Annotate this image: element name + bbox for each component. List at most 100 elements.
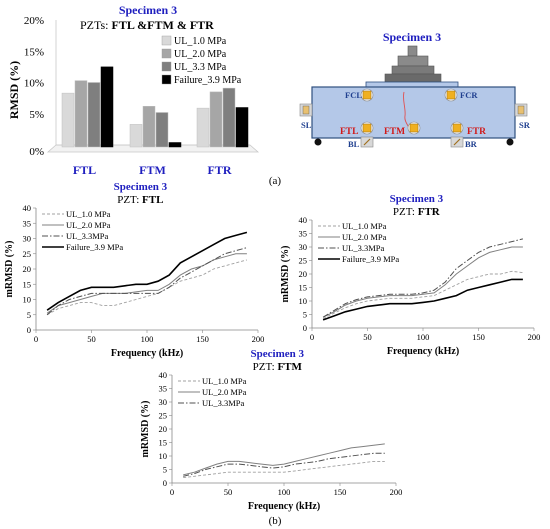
bar-ytick-label: 10%	[24, 78, 44, 90]
bar-ftm-0	[129, 124, 143, 148]
ftl-ytick-label: 30	[23, 234, 32, 244]
ftl-series-line	[46, 259, 248, 316]
pzt-fcl	[360, 88, 374, 102]
pzt-ftr	[450, 121, 464, 135]
ftm-xlabel: Frequency (kHz)	[248, 501, 320, 512]
bar-chart-categories: FTL FTM FTR	[73, 163, 232, 177]
label-ftm: FTM	[384, 127, 405, 137]
ftl-xtick-label: 50	[87, 334, 96, 344]
ftr-legend-label: UL_2.0 MPa	[342, 232, 387, 242]
bar-ftr-2	[222, 87, 236, 148]
ftr-legend-label: UL_1.0 MPa	[342, 221, 387, 231]
label-fcr: FCR	[460, 90, 478, 100]
ftl-legend-label: UL_2.0 MPa	[66, 220, 111, 230]
ftl-chart-subtitle: PZT: FTL	[117, 194, 163, 206]
ftr-series-line	[322, 246, 523, 318]
bar-ytick-label: 20%	[24, 15, 44, 27]
ftm-ylabel: mRMSD (%)	[140, 401, 151, 458]
bar-ytick-label: 0%	[29, 146, 44, 158]
ftm-legend-label: UL_3.3MPa	[202, 398, 244, 408]
ftr-ytick-label: 5	[303, 310, 307, 320]
ftl-subtitle-prefix: PZT:	[117, 194, 142, 206]
bar-chart-bars	[61, 66, 249, 148]
bar-ftl-0	[61, 92, 75, 148]
bar-ftl-1	[74, 80, 88, 148]
ftm-ytick-label: 20	[159, 424, 168, 434]
label-ftl: FTL	[340, 127, 358, 137]
bar-category-label: FTM	[139, 163, 166, 177]
pzt-fcr	[444, 88, 458, 102]
bar-ftr-0	[196, 107, 210, 148]
label-ftr: FTR	[467, 127, 486, 137]
ftr-series-line	[322, 278, 523, 321]
bar-chart-subtitle-prefix: PZTs:	[80, 18, 112, 32]
ftr-legend-label: Failure_3.9 MPa	[342, 254, 399, 264]
ftm-xtick-label: 50	[224, 487, 233, 497]
ftr-xtick-label: 150	[472, 332, 485, 342]
legend-label: Failure_3.9 MPa	[174, 75, 242, 86]
ftr-series-line	[322, 238, 524, 318]
label-sl: SL	[301, 120, 312, 130]
bar-chart-ylabel: RMSD (%)	[7, 61, 21, 119]
ftm-ytick-label: 25	[159, 411, 168, 421]
pzt-br-mark	[453, 138, 461, 146]
ftr-chart-title: Specimen 3	[390, 193, 444, 205]
ftr-ytick-label: 25	[299, 256, 308, 266]
bar-ytick-label: 5%	[29, 109, 44, 121]
legend-label: UL_2.0 MPa	[174, 49, 227, 60]
bar-chart-subtitle: PZTs: FTL &FTM & FTR	[80, 18, 214, 32]
bar-chart-title: Specimen 3	[119, 3, 177, 17]
ftr-series-line	[322, 270, 523, 320]
ftm-subtitle-prefix: PZT:	[253, 361, 278, 373]
label-fcl: FCL	[345, 90, 362, 100]
ftm-legend-label: UL_1.0 MPa	[202, 376, 247, 386]
ftl-series-line	[46, 231, 248, 311]
ftr-xlabel: Frequency (kHz)	[387, 346, 459, 357]
ftm-ytick-label: 15	[159, 438, 168, 448]
legend-label: UL_1.0 MPa	[174, 36, 227, 47]
ftr-ytick-label: 0	[303, 323, 307, 333]
ftr-ytick-label: 15	[299, 283, 308, 293]
ftl-ytick-label: 20	[23, 264, 32, 274]
ftm-ytick-label: 35	[159, 384, 168, 394]
caption-b: (b)	[269, 515, 282, 527]
ftl-subtitle-pzt: FTL	[142, 194, 163, 206]
bar-chart-yticks: 0% 5% 10% 15% 20%	[24, 15, 44, 158]
bar-ytick-label: 15%	[24, 46, 44, 58]
ftl-legend-label: UL_3.3MPa	[66, 231, 108, 241]
ftm-series-line	[183, 452, 385, 477]
bar-ftm-3	[168, 142, 182, 148]
ftl-legend-label: Failure_3.9 MPa	[66, 242, 123, 252]
ftr-ytick-label: 20	[299, 269, 308, 279]
ftr-ytick-label: 10	[299, 296, 308, 306]
ftr-ytick-label: 35	[299, 229, 308, 239]
ftm-legend-label: UL_2.0 MPa	[202, 387, 247, 397]
ftl-ytick-label: 35	[23, 218, 32, 228]
ftm-xtick-label: 200	[390, 487, 403, 497]
ftr-legend-label: UL_3.3MPa	[342, 243, 384, 253]
ftl-chart-title: Specimen 3	[114, 181, 168, 193]
ftl-ytick-label: 0	[27, 325, 31, 335]
ftl-series-line	[46, 247, 248, 316]
label-br: BR	[465, 139, 478, 149]
ftl-xlabel: Frequency (kHz)	[111, 348, 183, 359]
crack-line	[403, 91, 410, 129]
label-sr: SR	[519, 120, 531, 130]
ftr-xtick-label: 50	[363, 332, 372, 342]
legend-label: UL_3.3 MPa	[174, 62, 227, 73]
bar-ftl-2	[87, 82, 101, 148]
ftl-ytick-label: 15	[23, 279, 32, 289]
ftr-ytick-label: 40	[299, 215, 308, 225]
roller-left	[314, 138, 322, 146]
legend-swatch	[161, 74, 172, 85]
ftr-ylabel: mRMSD (%)	[280, 246, 291, 303]
pzt-ftm	[407, 121, 421, 135]
bar-category-label: FTL	[73, 163, 96, 177]
ftl-legend-label: UL_1.0 MPa	[66, 209, 111, 219]
